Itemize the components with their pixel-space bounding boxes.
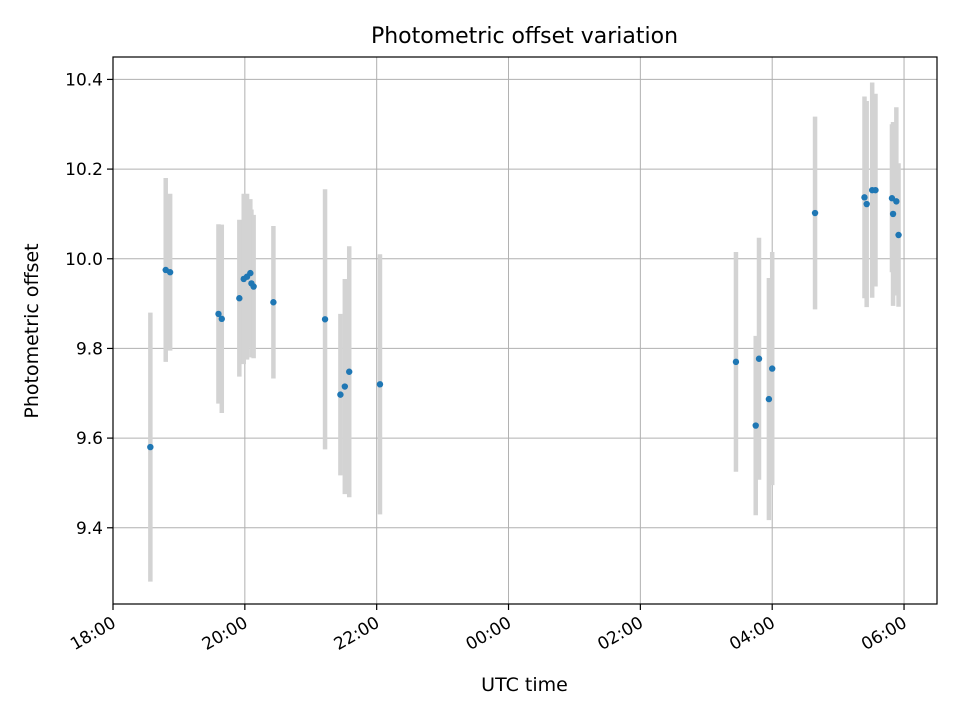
y-tick-label: 9.8 <box>76 339 103 359</box>
data-point <box>166 269 174 276</box>
data-point <box>341 383 349 390</box>
data-point <box>863 200 870 208</box>
data-point <box>250 283 257 290</box>
data-point <box>247 269 254 277</box>
point-layer <box>147 186 902 451</box>
data-point <box>147 443 154 451</box>
data-point <box>218 315 225 323</box>
y-tick-label: 10.4 <box>65 70 103 90</box>
chart-title: Photometric offset variation <box>371 24 678 49</box>
data-point <box>755 355 763 362</box>
data-point <box>811 209 819 217</box>
data-point <box>765 395 773 403</box>
data-point <box>337 391 344 398</box>
data-point <box>861 194 868 201</box>
data-point <box>270 299 277 306</box>
data-point <box>321 316 329 323</box>
data-point <box>215 310 222 318</box>
y-tick-label: 10.0 <box>65 250 103 270</box>
data-point <box>376 381 384 388</box>
x-axis-label: UTC time <box>481 674 568 696</box>
y-tick-label: 10.2 <box>65 160 103 180</box>
data-point <box>893 198 900 205</box>
data-point <box>889 210 897 218</box>
y-axis-label: Photometric offset <box>21 243 43 418</box>
data-point <box>752 422 759 429</box>
data-point <box>346 368 353 375</box>
data-point <box>872 186 879 194</box>
data-point <box>236 295 243 302</box>
plot-frame <box>112 56 938 605</box>
data-point <box>769 365 776 372</box>
y-axis-ticks: 9.4 9.6 9.8 10.0 10.2 10.4 <box>65 70 113 539</box>
data-point <box>895 231 902 239</box>
y-tick-label: 9.4 <box>76 519 103 539</box>
data-point <box>732 358 740 366</box>
y-tick-label: 9.6 <box>76 429 103 449</box>
